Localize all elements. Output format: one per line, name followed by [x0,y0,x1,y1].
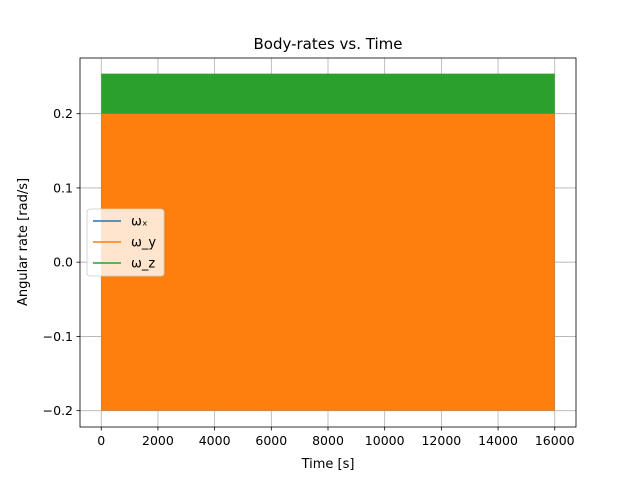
legend: ωₓ ω_y ω_z [86,208,165,277]
x-tick-label-8: 16000 [535,433,575,448]
series-3-band [101,74,555,114]
y-tick-label-2: 0.0 [53,255,73,270]
x-axis-ticks: 0 2000 4000 6000 8000 10000 12000 14000 16000 [97,427,575,448]
legend-label-2: ω_y [131,236,156,251]
x-tick-label-0: 0 [97,433,105,448]
series-3 [101,73,555,114]
series-2-band [101,113,555,411]
y-axis-label: Angular rate [rad/s] [16,178,31,306]
plot-series [101,73,555,411]
y-tick-label-4: 0.2 [53,106,73,121]
y-tick-label-1: −0.1 [43,329,73,344]
x-tick-label-6: 12000 [421,433,461,448]
legend-label-3: ω_z [131,257,155,272]
x-axis-label: Time [s] [301,457,355,472]
x-tick-label-4: 8000 [312,433,344,448]
y-tick-label-0: −0.2 [43,403,73,418]
x-tick-label-2: 4000 [199,433,231,448]
x-tick-label-5: 10000 [365,433,405,448]
legend-box [86,208,165,277]
x-tick-label-1: 2000 [142,433,174,448]
y-tick-label-3: 0.1 [53,180,73,195]
x-tick-label-3: 6000 [255,433,287,448]
y-axis-ticks: −0.2 −0.1 0.0 0.1 0.2 [43,106,80,418]
x-tick-label-7: 14000 [478,433,518,448]
legend-label-1: ωₓ [131,215,148,230]
series-2 [101,112,555,411]
chart-title: Body-rates vs. Time [253,35,402,53]
